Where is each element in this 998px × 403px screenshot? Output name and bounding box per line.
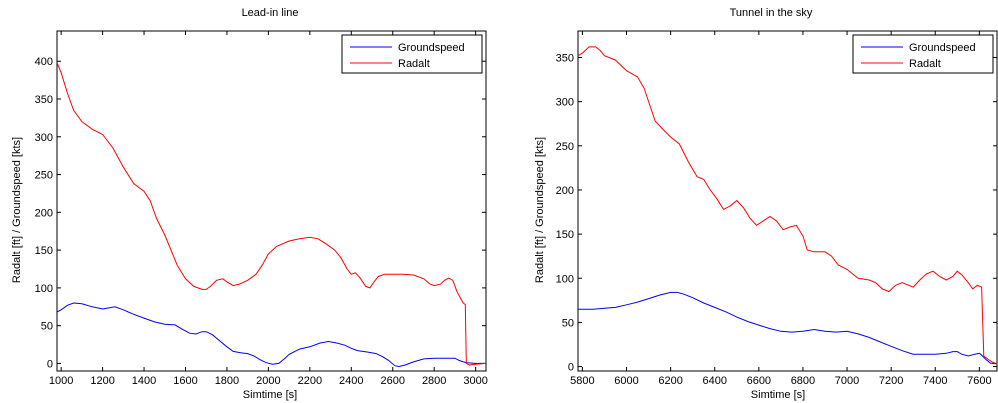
y-tick-label: 150 (556, 229, 574, 241)
y-tick-label: 300 (35, 132, 53, 144)
y-tick-label: 250 (35, 170, 53, 182)
y-tick-label: 300 (556, 97, 574, 109)
x-tick-label: 6400 (702, 375, 726, 387)
x-tick-label: 7000 (835, 375, 859, 387)
legend-label-radalt: Radalt (398, 58, 430, 70)
x-tick-label: 6000 (614, 375, 638, 387)
x-tick-label: 1600 (173, 375, 197, 387)
y-tick-label: 150 (35, 245, 53, 257)
y-tick-label: 400 (35, 56, 53, 68)
axes-box (577, 30, 998, 372)
y-tick-label: 100 (556, 273, 574, 285)
chart-tunnel-in-the-sky: Tunnel in the sky 5800 6000 6200 6400 6600 68… (534, 7, 998, 401)
series-line-radalt (578, 46, 997, 365)
x-tick-label: 2400 (339, 375, 363, 387)
x-tick-label: 3000 (463, 375, 487, 387)
chart-title: Lead-in line (242, 7, 299, 19)
series-line-radalt (57, 62, 486, 366)
plot-area: 5800 6000 6200 6400 6600 6800 7000 7200 7400 7600… (556, 30, 998, 387)
chart-lead-in-line: Lead-in line 1000 1200 1400 1600 1800 2000 220… (11, 7, 488, 401)
y-tick-label: 50 (562, 317, 574, 329)
x-tick-label: 2000 (256, 375, 280, 387)
y-tick-label: 100 (35, 283, 53, 295)
x-tick-label: 7200 (879, 375, 903, 387)
y-tick-label: 0 (568, 362, 574, 374)
x-tick-label: 1800 (215, 375, 239, 387)
y-tick-label: 350 (35, 94, 53, 106)
x-tick-label: 1000 (49, 375, 73, 387)
legend-box (852, 34, 994, 74)
x-axis-label: Simtime [s] (243, 389, 297, 401)
x-tick-label: 2200 (298, 375, 322, 387)
y-tick-label: 200 (556, 185, 574, 197)
y-axis-label: Radalt [ft] / Groundspeed [kts] (534, 137, 546, 283)
x-tick-label: 1200 (90, 375, 114, 387)
x-axis-label: Simtime [s] (751, 389, 805, 401)
x-tick-label: 7400 (923, 375, 947, 387)
series-line-groundspeed (578, 291, 997, 365)
x-tick-label: 1400 (132, 375, 156, 387)
series-line-groundspeed (57, 302, 486, 368)
plot-area: 1000 1200 1400 1600 1800 2000 2200 2400 2600 2800… (35, 30, 488, 387)
chart-title: Tunnel in the sky (730, 7, 813, 19)
axes-box (56, 30, 487, 372)
legend-label-groundspeed: Groundspeed (909, 42, 976, 54)
legend-label-groundspeed: Groundspeed (398, 42, 465, 54)
y-tick-label: 250 (556, 141, 574, 153)
x-tick-label: 6200 (658, 375, 682, 387)
y-tick-label: 50 (41, 321, 53, 333)
y-tick-label: 0 (47, 358, 53, 370)
x-tick-label: 6800 (791, 375, 815, 387)
x-tick-label: 7600 (967, 375, 991, 387)
legend-label-radalt: Radalt (909, 58, 941, 70)
legend-box (341, 34, 483, 74)
x-tick-label: 2600 (380, 375, 404, 387)
y-tick-label: 350 (556, 52, 574, 64)
y-tick-label: 200 (35, 207, 53, 219)
x-tick-label: 2800 (422, 375, 446, 387)
x-tick-label: 6600 (747, 375, 771, 387)
x-tick-label: 5800 (570, 375, 594, 387)
y-axis-label: Radalt [ft] / Groundspeed [kts] (11, 137, 23, 283)
